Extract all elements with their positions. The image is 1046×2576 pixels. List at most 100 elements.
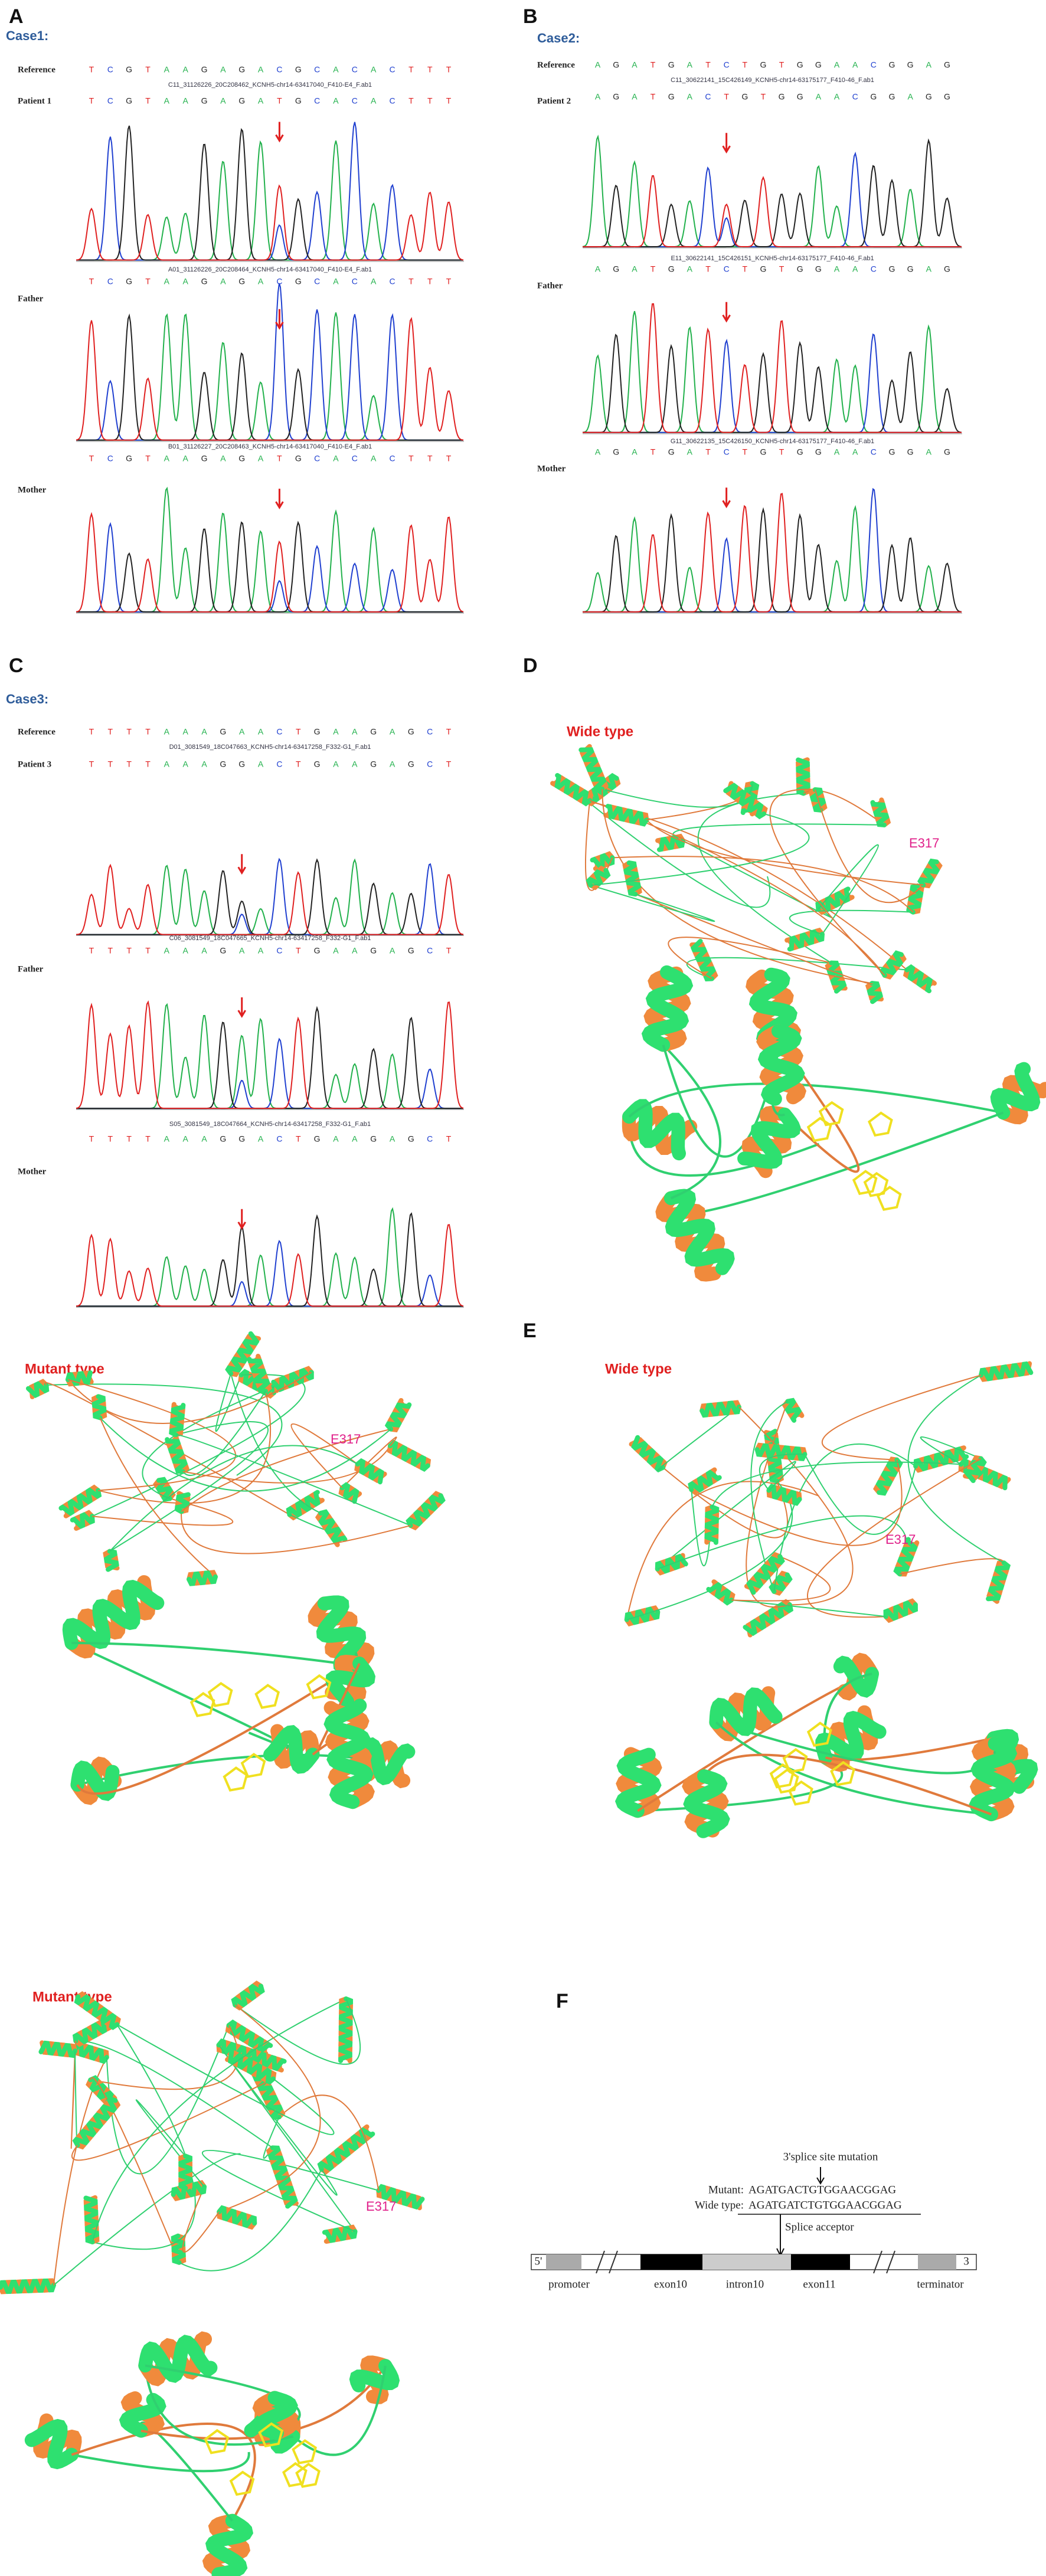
coil: [279, 2094, 380, 2191]
base: A: [333, 277, 339, 286]
trace: [583, 487, 962, 613]
trace: [583, 175, 962, 248]
base: T: [446, 96, 452, 106]
helix: [88, 2075, 115, 2107]
base: G: [907, 60, 914, 70]
residue: [254, 1684, 280, 1709]
helix: [65, 1370, 93, 1386]
base: A: [164, 96, 170, 106]
helix: [174, 1492, 191, 1514]
base: A: [183, 65, 189, 74]
base: G: [370, 727, 377, 737]
arrow: [722, 302, 731, 323]
base: T: [446, 65, 452, 74]
base: A: [595, 264, 601, 274]
arrow: [237, 997, 247, 1018]
base: G: [613, 264, 619, 274]
helix: [76, 1991, 121, 2027]
case-title: Case2:: [537, 31, 580, 45]
coil: [662, 1467, 789, 1539]
base: G: [220, 946, 226, 955]
structure: [0, 1980, 425, 2294]
case-title: Case3:: [6, 692, 48, 706]
base: C: [389, 277, 395, 286]
base: T: [742, 447, 747, 457]
coil: [77, 1753, 361, 1786]
five-prime: 5': [535, 2255, 542, 2267]
helix: [754, 1443, 808, 1461]
base: G: [889, 447, 895, 457]
residue: [806, 1721, 832, 1747]
helix: [699, 1400, 741, 1418]
trace: [76, 486, 463, 613]
base: A: [926, 447, 932, 457]
base: A: [834, 264, 840, 274]
helix: [964, 1456, 987, 1484]
base: A: [352, 946, 358, 955]
base: G: [201, 96, 208, 106]
trace: [76, 317, 464, 441]
trace: [582, 135, 962, 248]
base: C: [276, 760, 282, 769]
base: T: [446, 760, 452, 769]
base: A: [333, 96, 339, 106]
trace: [76, 1000, 464, 1109]
base: T: [427, 454, 433, 463]
helix: [683, 1769, 730, 1838]
base: C: [352, 454, 358, 463]
residue: [204, 2428, 230, 2454]
coil: [92, 1498, 234, 1526]
base: C: [871, 447, 877, 457]
coil: [292, 2365, 387, 2456]
base: T: [446, 277, 452, 286]
base: G: [408, 727, 414, 737]
base: T: [705, 447, 711, 457]
helix: [815, 886, 851, 913]
helix: [406, 1493, 446, 1528]
row-label: Father: [18, 964, 44, 974]
base: T: [446, 1134, 452, 1144]
helix: [913, 1446, 969, 1472]
base: G: [779, 92, 785, 102]
helix: [893, 1537, 918, 1577]
base: A: [371, 454, 377, 463]
gene-region: [918, 2254, 956, 2270]
trace: [76, 1006, 463, 1109]
base: T: [126, 1134, 132, 1144]
helix: [103, 1549, 119, 1572]
base: C: [314, 65, 320, 74]
base: T: [107, 760, 113, 769]
base: G: [889, 264, 895, 274]
base: A: [164, 946, 170, 955]
helix: [754, 1442, 808, 1461]
file-name: D01_3081549_18C047663_KCNH5-chr14-634172…: [169, 744, 371, 751]
coil: [672, 823, 884, 842]
residue: [818, 1101, 844, 1127]
residue: [292, 2439, 317, 2464]
row-label: Patient 3: [18, 760, 51, 769]
base: A: [164, 277, 170, 286]
coil: [175, 1434, 411, 1526]
base: T: [277, 454, 282, 463]
trace: [583, 138, 962, 248]
helix: [286, 1490, 321, 1518]
base: T: [408, 454, 414, 463]
base: T: [126, 946, 132, 955]
helix: [217, 2205, 257, 2228]
helix: [578, 747, 607, 792]
coil: [656, 1406, 740, 1472]
base: A: [834, 60, 840, 70]
coil: [821, 1374, 982, 1461]
base: T: [651, 264, 656, 274]
break: [886, 2250, 895, 2274]
helix: [267, 2145, 298, 2209]
helix: [58, 1487, 102, 1516]
helix: [723, 783, 766, 820]
base: T: [296, 727, 301, 737]
base: T: [408, 65, 414, 74]
base: T: [427, 96, 433, 106]
helix: [253, 2391, 298, 2440]
helix: [119, 2392, 166, 2438]
base: C: [314, 454, 320, 463]
base: G: [944, 264, 950, 274]
